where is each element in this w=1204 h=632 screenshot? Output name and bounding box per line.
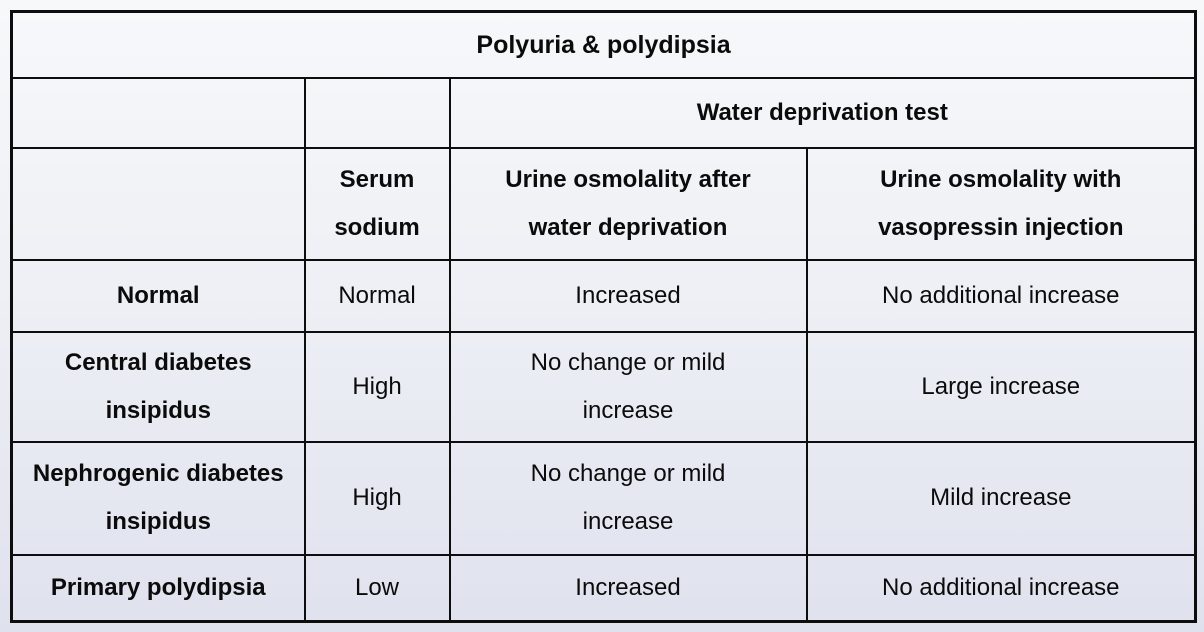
title-row: Polyuria & polydipsia: [10, 10, 1197, 79]
urine-after-deprivation-value: No change or mild increase: [448, 440, 808, 556]
urine-with-vasopressin-value: No additional increase: [805, 553, 1197, 623]
urine-with-vasopressin-value: Large increase: [805, 330, 1197, 443]
column-header-urine-osmolality-with-vasopressin-injection: Urine osmolality with vasopressin inject…: [805, 146, 1197, 261]
group-header-row: Water deprivation test: [10, 76, 1197, 149]
serum-sodium-value: High: [303, 330, 451, 443]
empty-cell: [10, 146, 306, 261]
urine-with-vasopressin-value: No additional increase: [805, 258, 1197, 333]
serum-sodium-value: Normal: [303, 258, 451, 333]
table-title: Polyuria & polydipsia: [10, 10, 1197, 79]
urine-with-vasopressin-value: Mild increase: [805, 440, 1197, 556]
urine-after-deprivation-value: No change or mild increase: [448, 330, 808, 443]
column-header-row: Serum sodium Urine osmolality after wate…: [10, 146, 1197, 261]
empty-cell: [10, 76, 306, 149]
group-header-water-deprivation-test: Water deprivation test: [448, 76, 1197, 149]
serum-sodium-value: Low: [303, 553, 451, 623]
urine-after-deprivation-value: Increased: [448, 258, 808, 333]
table-row-central-diabetes-insipidus: Central diabetes insipidus High No chang…: [10, 330, 1197, 443]
urine-after-deprivation-value: Increased: [448, 553, 808, 623]
condition-label: Normal: [10, 258, 306, 333]
condition-label: Nephrogenic diabetes insipidus: [10, 440, 306, 556]
condition-label: Primary polydipsia: [10, 553, 306, 623]
table-row-nephrogenic-diabetes-insipidus: Nephrogenic diabetes insipidus High No c…: [10, 440, 1197, 556]
serum-sodium-value: High: [303, 440, 451, 556]
polyuria-polydipsia-table: Polyuria & polydipsia Water deprivation …: [10, 10, 1198, 623]
column-header-urine-osmolality-after-water-deprivation: Urine osmolality after water deprivation: [448, 146, 808, 261]
table-row-primary-polydipsia: Primary polydipsia Low Increased No addi…: [10, 553, 1197, 623]
condition-label: Central diabetes insipidus: [10, 330, 306, 443]
column-header-serum-sodium: Serum sodium: [303, 146, 451, 261]
empty-cell: [303, 76, 451, 149]
table-row-normal: Normal Normal Increased No additional in…: [10, 258, 1197, 333]
